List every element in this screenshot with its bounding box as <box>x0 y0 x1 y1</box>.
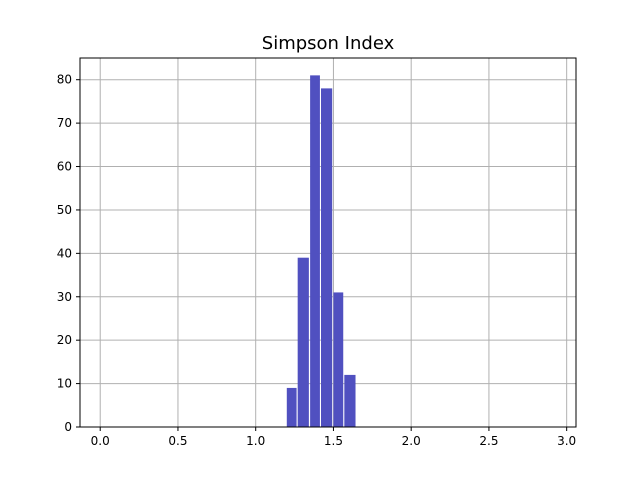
bars <box>286 75 356 427</box>
histogram-bar <box>310 75 320 427</box>
x-tick-label: 1.0 <box>246 434 265 448</box>
histogram-bar <box>333 292 344 427</box>
y-tick-label: 0 <box>64 420 72 434</box>
y-tick-label: 60 <box>57 160 72 174</box>
y-tick-label: 50 <box>57 203 72 217</box>
y-axis: 0 10 20 30 40 50 60 70 80 <box>57 73 80 434</box>
x-tick-label: 0.0 <box>91 434 110 448</box>
y-tick-label: 20 <box>57 333 72 347</box>
x-axis: 0.0 0.5 1.0 1.5 2.0 2.5 3.0 <box>91 427 576 448</box>
histogram-bar <box>344 374 356 427</box>
x-tick-label: 0.5 <box>168 434 187 448</box>
y-tick-label: 80 <box>57 73 72 87</box>
x-tick-label: 2.5 <box>479 434 498 448</box>
x-tick-label: 3.0 <box>557 434 576 448</box>
plot-frame <box>79 57 577 428</box>
x-tick-label: 1.5 <box>324 434 343 448</box>
histogram-bar <box>297 257 309 427</box>
x-tick-label: 2.0 <box>402 434 421 448</box>
histogram-bar <box>321 88 333 427</box>
histogram-bar <box>286 387 297 427</box>
chart-title: Simpson Index <box>262 33 395 54</box>
y-tick-label: 40 <box>57 246 72 260</box>
y-tick-label: 70 <box>57 116 72 130</box>
y-tick-label: 10 <box>57 377 72 391</box>
y-tick-label: 30 <box>57 290 72 304</box>
